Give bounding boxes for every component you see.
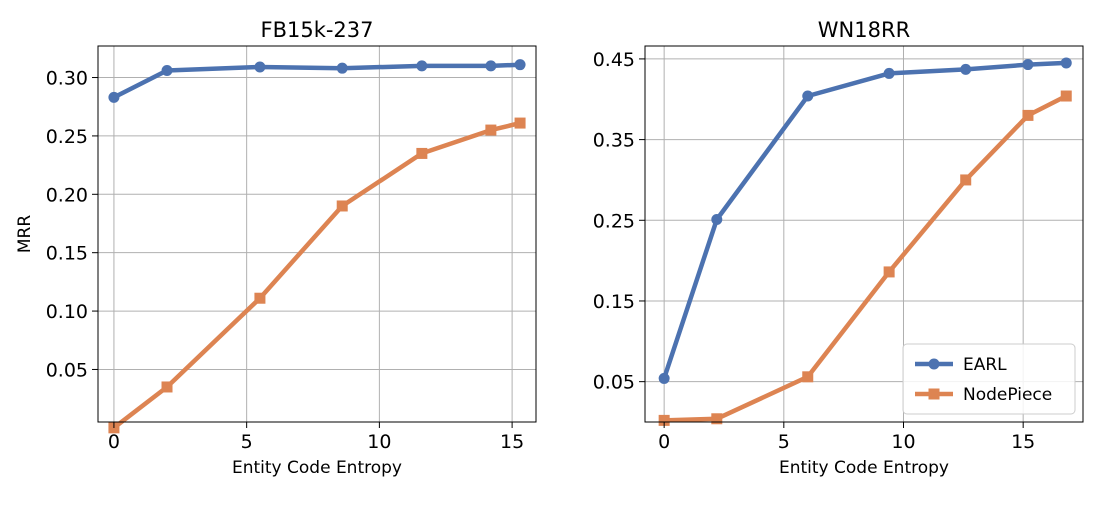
x-axis-label: Entity Code Entropy — [232, 458, 402, 478]
point-earl — [514, 59, 526, 71]
point-earl — [883, 67, 895, 79]
point-nodepiece — [711, 413, 723, 425]
chart-title: WN18RR — [818, 18, 910, 42]
x-axis-label: Entity Code Entropy — [779, 458, 949, 478]
legend-box — [902, 343, 1076, 415]
legend-item-earl: EARL — [915, 355, 1007, 375]
y-axis-label: MRR — [15, 215, 35, 253]
x-tick-label: 15 — [1011, 431, 1035, 453]
y-tick-label: 0.30 — [46, 68, 88, 90]
point-earl — [802, 90, 814, 102]
point-earl — [485, 60, 497, 72]
x-tick-label: 10 — [891, 431, 915, 453]
point-earl — [161, 65, 173, 77]
point-nodepiece — [658, 414, 670, 426]
legend-label: NodePiece — [963, 385, 1052, 405]
y-tick-label: 0.05 — [593, 372, 635, 394]
point-earl — [336, 62, 348, 74]
point-earl — [1022, 59, 1034, 71]
point-nodepiece — [514, 117, 526, 129]
point-earl — [1060, 57, 1072, 69]
point-earl — [108, 91, 120, 103]
x-tick-label: 0 — [108, 431, 120, 453]
point-nodepiece — [960, 174, 972, 186]
point-nodepiece — [336, 200, 348, 212]
chart-title: FB15k-237 — [260, 18, 373, 42]
axes-frame — [97, 45, 537, 423]
point-nodepiece — [1060, 90, 1072, 102]
x-tick-label: 10 — [367, 431, 391, 453]
point-nodepiece — [416, 147, 428, 159]
x-tick-label: 5 — [778, 431, 790, 453]
point-earl — [711, 213, 723, 225]
x-tick-label: 5 — [241, 431, 253, 453]
point-nodepiece — [883, 266, 895, 278]
legend-marker — [928, 358, 940, 370]
y-tick-label: 0.10 — [46, 301, 88, 323]
point-nodepiece — [1022, 109, 1034, 121]
y-tick-label: 0.35 — [593, 130, 635, 152]
x-tick-label: 0 — [658, 431, 670, 453]
legend: EARL NodePiece — [902, 343, 1076, 415]
y-tick-label: 0.20 — [46, 184, 88, 206]
point-nodepiece — [485, 124, 497, 136]
y-tick-label: 0.15 — [46, 243, 88, 265]
legend-marker — [928, 388, 940, 400]
y-tick-label: 0.15 — [593, 291, 635, 313]
chart-1: 0 5 10 15 0.05 0.15 0.25 0.35 0.45 WN18RR Entity C… — [593, 18, 1084, 478]
legend-label: EARL — [963, 355, 1007, 375]
legend-item-nodepiece: NodePiece — [915, 385, 1052, 405]
y-tick-label: 0.05 — [46, 359, 88, 381]
x-tick-label: 15 — [500, 431, 524, 453]
point-earl — [254, 61, 266, 73]
point-nodepiece — [254, 292, 266, 304]
point-earl — [658, 372, 670, 384]
chart-0: 0 5 10 15 0.05 0.10 0.15 0.20 0.25 0.30 FB15k-237 E… — [15, 18, 537, 478]
y-tick-label: 0.25 — [593, 210, 635, 232]
point-earl — [960, 63, 972, 75]
point-nodepiece — [161, 381, 173, 393]
point-earl — [416, 60, 428, 72]
point-nodepiece — [802, 371, 814, 383]
y-tick-label: 0.25 — [46, 126, 88, 148]
axes-frame — [644, 45, 1084, 423]
y-tick-label: 0.45 — [593, 49, 635, 71]
